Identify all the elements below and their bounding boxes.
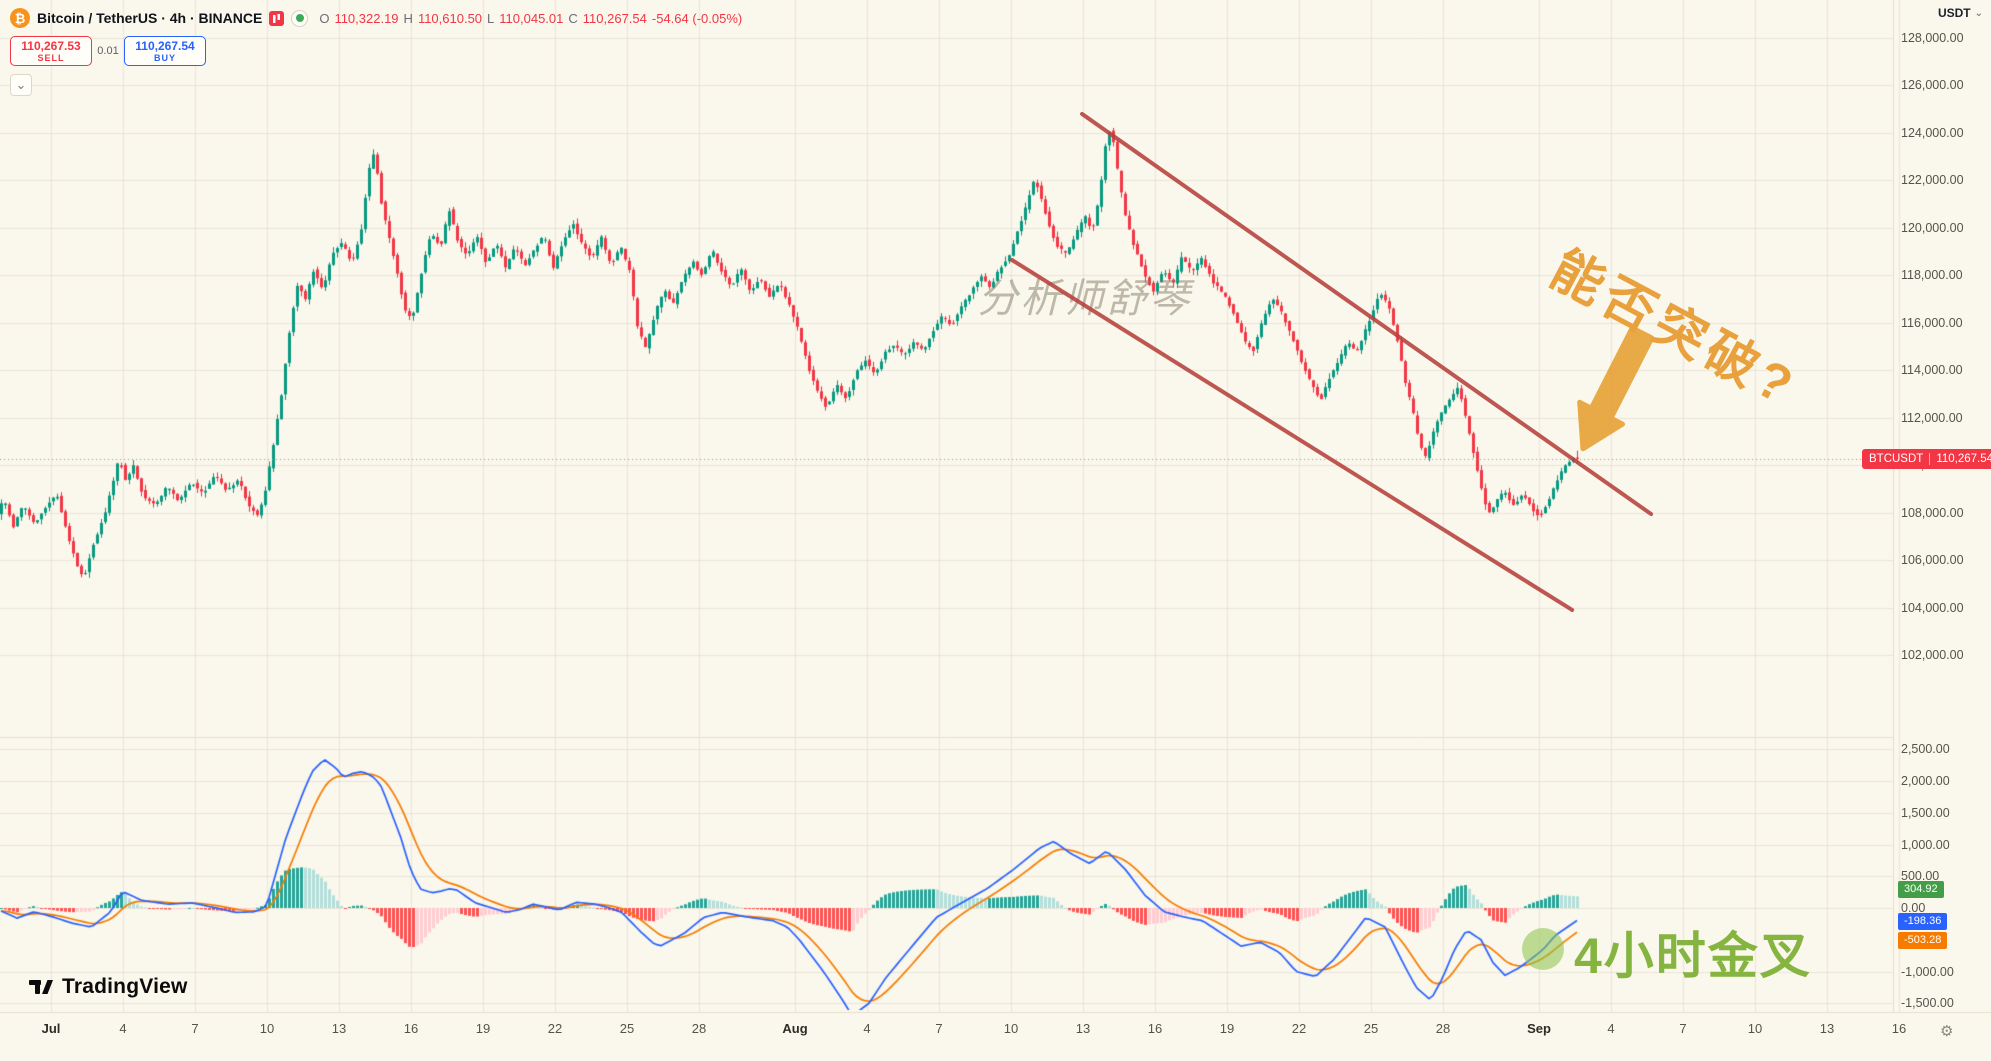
tradingview-logo[interactable]: TradingView xyxy=(28,974,188,1000)
symbol-legend: ₿ Bitcoin / TetherUS · 4h · BINANCE O 110… xyxy=(10,7,742,29)
time-axis[interactable]: Jul 4 7 10 13 16 19 22 25 28 Aug 4 7 10 13 16 19 22 25 28 Se… xyxy=(0,1012,1991,1061)
indicator-axis-label: 1,000.00 xyxy=(1901,837,1950,852)
price-axis-label: 114,000.00 xyxy=(1901,363,1963,378)
time-axis-label: 19 xyxy=(475,1021,491,1036)
time-axis-label: 10 xyxy=(259,1021,275,1036)
time-axis-label: Aug xyxy=(782,1021,808,1036)
time-axis-label: Sep xyxy=(1527,1021,1551,1036)
open-value: 110,322.19 xyxy=(334,10,399,26)
price-axis[interactable]: 128,000.00 126,000.00 124,000.00 122,000.00… xyxy=(1897,0,1991,737)
price-axis-label: 104,000.00 xyxy=(1901,600,1964,615)
chevron-down-button[interactable]: ⌄ xyxy=(10,74,32,96)
low-label: L xyxy=(487,10,495,26)
time-axis-label: 7 xyxy=(935,1021,943,1036)
golden-cross-circle[interactable] xyxy=(1522,928,1564,970)
time-axis-label: 4 xyxy=(119,1021,127,1036)
time-axis-label: 13 xyxy=(1075,1021,1091,1036)
high-value: 110,610.50 xyxy=(417,10,483,26)
golden-cross-text[interactable]: 4小时金叉 xyxy=(1574,928,1812,984)
time-axis-label: 28 xyxy=(691,1021,707,1036)
buy-button[interactable]: 110,267.54 BUY xyxy=(124,36,206,66)
change-value: -54.64 (-0.05%) xyxy=(651,10,743,26)
price-axis-label: 118,000.00 xyxy=(1901,268,1963,283)
price-axis-label: 108,000.00 xyxy=(1901,505,1964,520)
tradingview-logo-mark xyxy=(29,980,53,994)
badge-symbol: BTCUSDT xyxy=(1869,452,1924,465)
time-axis-label: 4 xyxy=(1607,1021,1615,1036)
time-axis-label: 16 xyxy=(1147,1021,1163,1036)
tradingview-logo-text: TradingView xyxy=(62,975,188,998)
time-axis-label: Jul xyxy=(41,1021,61,1036)
status-indicator-icon[interactable] xyxy=(291,9,309,27)
time-axis-label: 10 xyxy=(1747,1021,1763,1036)
ohlc-readout: O 110,322.19 H 110,610.50 L 110,045.01 C 110… xyxy=(319,11,742,26)
price-axis-label: 120,000.00 xyxy=(1901,220,1964,235)
time-axis-label: 13 xyxy=(331,1021,347,1036)
spread-value: 0.01 xyxy=(97,45,119,57)
symbol-title[interactable]: Bitcoin / TetherUS · 4h · BINANCE xyxy=(37,10,263,26)
indicator-axis-label: -1,500.00 xyxy=(1901,996,1954,1011)
current-price-badge: BTCUSDT 110,267.54 xyxy=(1862,448,1991,469)
time-axis-label: 10 xyxy=(1003,1021,1019,1036)
macd-line-value-badge: -198.36 xyxy=(1898,912,1948,930)
macd-signal-value-badge: -503.28 xyxy=(1898,931,1948,949)
trade-panel: 110,267.53 SELL 0.01 110,267.54 BUY xyxy=(10,36,206,66)
time-axis-label: 19 xyxy=(1219,1021,1235,1036)
price-axis-label: 116,000.00 xyxy=(1901,315,1963,330)
indicator-axis-label: 2,500.00 xyxy=(1901,742,1950,757)
price-axis-label: 106,000.00 xyxy=(1901,553,1964,568)
gear-icon[interactable]: ⚙ xyxy=(1940,1023,1954,1040)
macd-histogram-value-badge: 304.92 xyxy=(1898,880,1944,898)
time-axis-label: 22 xyxy=(547,1021,563,1036)
badge-price: 110,267.54 xyxy=(1936,452,1991,465)
currency-unit-selector[interactable]: USDT ⌄ xyxy=(1938,6,1983,20)
indicator-axis-label: 500.00 xyxy=(1901,869,1940,884)
buy-price: 110,267.54 xyxy=(135,39,195,53)
time-axis-label: 13 xyxy=(1819,1021,1835,1036)
indicator-axis-label: 0.00 xyxy=(1901,901,1926,915)
chart-type-icon[interactable] xyxy=(269,10,285,26)
currency-unit-label: USDT xyxy=(1937,6,1971,20)
open-label: O xyxy=(319,10,330,26)
buy-label: BUY xyxy=(153,53,176,63)
sell-price: 110,267.53 xyxy=(21,39,81,53)
watermark: 分析师舒琴 xyxy=(977,276,1193,321)
time-axis-label: 16 xyxy=(1891,1021,1907,1036)
price-axis-label: 112,000.00 xyxy=(1901,410,1963,425)
time-axis-label: 7 xyxy=(1679,1021,1687,1036)
bitcoin-icon: ₿ xyxy=(10,8,30,28)
badge-divider xyxy=(1929,452,1931,465)
time-axis-label: 25 xyxy=(1363,1021,1379,1036)
close-label: C xyxy=(568,10,578,26)
time-axis-label: 7 xyxy=(191,1021,199,1036)
high-label: H xyxy=(403,10,413,26)
time-axis-label: 4 xyxy=(863,1021,871,1036)
indicator-axis-label: -1,000.00 xyxy=(1901,964,1954,979)
price-axis-label: 124,000.00 xyxy=(1901,125,1964,140)
price-axis-label: 122,000.00 xyxy=(1901,173,1964,188)
price-axis-label: 128,000.00 xyxy=(1901,31,1964,45)
low-value: 110,045.01 xyxy=(499,10,564,26)
chevron-down-icon: ⌄ xyxy=(1974,7,1983,19)
time-axis-label: 28 xyxy=(1435,1021,1451,1036)
live-dot-icon xyxy=(295,14,304,22)
price-axis-label: 126,000.00 xyxy=(1901,78,1964,93)
close-value: 110,267.54 xyxy=(582,10,647,26)
indicator-axis-label: 1,500.00 xyxy=(1901,805,1950,820)
indicator-axis[interactable]: 2,500.00 2,000.00 1,500.00 1,000.00 500.00 0.… xyxy=(1897,737,1991,1012)
time-axis-label: 16 xyxy=(403,1021,419,1036)
sell-label: SELL xyxy=(37,53,65,63)
sell-button[interactable]: 110,267.53 SELL xyxy=(10,36,92,66)
indicator-axis-label: 2,000.00 xyxy=(1901,774,1950,788)
time-axis-label: 25 xyxy=(619,1021,635,1036)
price-axis-label: 102,000.00 xyxy=(1901,648,1964,662)
time-axis-label: 22 xyxy=(1291,1021,1307,1036)
